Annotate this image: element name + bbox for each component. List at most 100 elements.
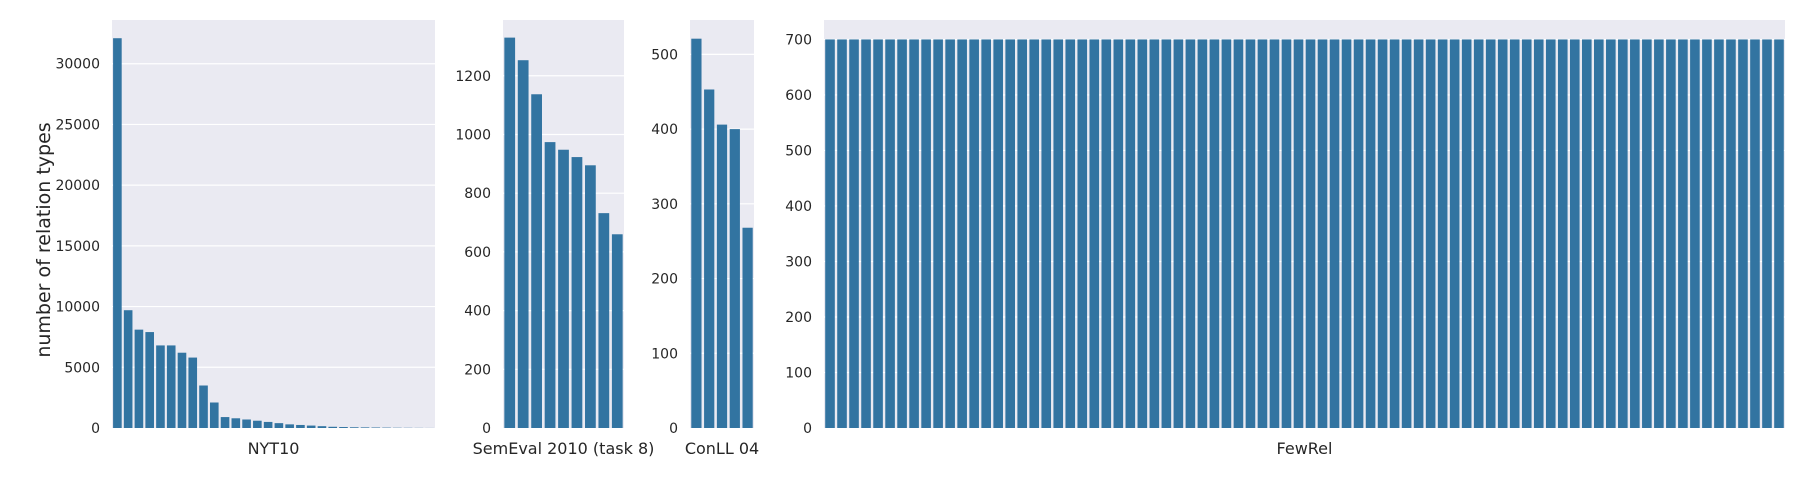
bar — [113, 38, 122, 428]
bar — [1113, 39, 1124, 429]
bar — [598, 213, 610, 428]
bar — [742, 227, 753, 428]
bar — [1774, 39, 1784, 429]
y-tick-label: 400 — [651, 122, 678, 138]
bar — [1533, 39, 1544, 429]
bar — [1305, 39, 1316, 429]
bar — [897, 39, 907, 429]
bar — [729, 129, 740, 428]
bar — [585, 165, 596, 428]
bar — [1666, 39, 1676, 429]
bar — [1413, 39, 1424, 429]
bar — [220, 417, 230, 428]
bar — [1545, 39, 1556, 429]
bar — [531, 94, 542, 428]
bar — [837, 39, 847, 429]
plot-area-fewrel — [824, 20, 1785, 428]
bar — [1618, 39, 1628, 429]
bar — [969, 39, 979, 429]
y-tick-label: 0 — [482, 421, 491, 437]
bar — [263, 421, 273, 428]
bar — [1281, 39, 1292, 429]
bar — [1245, 39, 1256, 429]
bar — [1521, 39, 1532, 429]
y-tick-label: 400 — [785, 199, 812, 215]
bar — [1606, 39, 1616, 429]
bar — [1642, 39, 1652, 429]
bar — [1449, 39, 1460, 429]
bar — [1353, 39, 1364, 429]
panel-nyt10: 0 5000 10000 15000 20000 25000 30000 NYT10 — [55, 20, 435, 458]
bar — [1233, 39, 1244, 429]
bar — [1762, 39, 1772, 429]
bar — [825, 39, 835, 429]
bar — [1125, 39, 1136, 429]
panel-fewrel: 0 100 200 300 400 500 600 700 FewRel — [785, 20, 1785, 458]
bar — [1149, 39, 1160, 429]
bar — [945, 39, 955, 429]
x-axis-label-conll04: ConLL 04 — [685, 439, 759, 458]
y-tick-label: 0 — [669, 421, 678, 437]
bar — [328, 426, 338, 428]
bar — [558, 149, 569, 428]
y-tick-label: 15000 — [55, 239, 100, 255]
x-axis-label-semeval: SemEval 2010 (task 8) — [473, 439, 655, 458]
bar — [909, 39, 919, 429]
bar — [1485, 39, 1496, 429]
bar — [1750, 39, 1760, 429]
y-tick-label: 30000 — [55, 57, 100, 73]
bar — [339, 427, 348, 428]
y-tick-label: 400 — [464, 304, 491, 320]
y-tick-label: 25000 — [55, 117, 100, 133]
bar — [885, 39, 895, 429]
bar — [571, 157, 583, 428]
y-tick-label: 800 — [464, 186, 491, 202]
y-tick-label: 600 — [785, 88, 812, 104]
bar — [1029, 39, 1040, 429]
bar — [1041, 39, 1052, 429]
y-tick-label: 300 — [785, 254, 812, 270]
y-tick-label: 1000 — [455, 127, 491, 143]
bar — [1425, 39, 1436, 429]
bar — [1137, 39, 1148, 429]
y-tick-label: 0 — [91, 421, 100, 437]
bar — [1377, 39, 1388, 429]
bar — [1209, 39, 1220, 429]
bar — [1497, 39, 1508, 429]
y-tick-label: 100 — [651, 346, 678, 362]
bar — [1437, 39, 1448, 429]
bar — [1714, 39, 1724, 429]
y-tick-label: 200 — [785, 310, 812, 326]
bar — [1726, 39, 1736, 429]
bar — [1365, 39, 1376, 429]
bar — [242, 419, 251, 428]
bar — [1269, 39, 1280, 429]
bar — [1594, 39, 1604, 429]
bar — [231, 418, 241, 428]
bar — [1185, 39, 1196, 429]
bar — [253, 420, 262, 428]
bar — [1005, 39, 1015, 429]
y-tick-label: 200 — [651, 272, 678, 288]
bar — [296, 424, 305, 428]
bar — [1317, 39, 1328, 429]
y-tick-label: 100 — [785, 365, 812, 381]
bar — [716, 124, 728, 428]
bar — [1173, 39, 1184, 429]
bar — [1053, 39, 1064, 429]
bar — [177, 352, 187, 428]
bar — [873, 39, 883, 429]
bar — [921, 39, 931, 429]
bar — [1401, 39, 1412, 429]
bar — [1017, 39, 1028, 429]
bar — [1690, 39, 1700, 429]
bar — [166, 345, 176, 428]
bar — [849, 39, 859, 429]
bar — [134, 329, 144, 428]
bar — [1329, 39, 1340, 429]
bar — [993, 39, 1003, 429]
bar — [274, 423, 284, 428]
bar — [517, 60, 529, 428]
bar — [1702, 39, 1712, 429]
